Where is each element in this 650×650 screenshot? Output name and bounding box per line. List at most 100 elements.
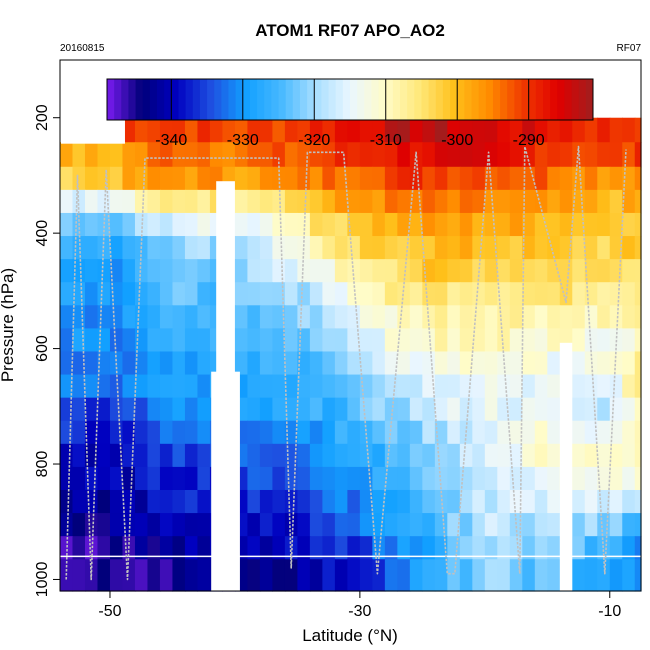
heat-cell bbox=[447, 305, 461, 329]
heat-cell bbox=[572, 466, 586, 491]
heat-cell bbox=[534, 142, 548, 168]
heat-cell bbox=[397, 420, 411, 445]
heat-cell bbox=[584, 212, 598, 237]
heat-cell bbox=[622, 513, 636, 537]
heat-cell bbox=[347, 443, 361, 468]
heat-cell bbox=[572, 328, 586, 353]
heat-cell bbox=[259, 559, 273, 592]
heat-cell bbox=[247, 374, 261, 399]
heat-cell bbox=[609, 236, 623, 260]
heat-cell bbox=[209, 117, 224, 143]
heat-cell bbox=[347, 236, 361, 260]
heat-cell bbox=[522, 513, 536, 537]
heat-cell bbox=[184, 117, 199, 143]
heat-cell bbox=[159, 489, 174, 514]
heat-cell bbox=[359, 559, 373, 592]
heat-cell bbox=[359, 374, 373, 399]
heat-cell bbox=[522, 397, 536, 422]
heat-cell bbox=[609, 513, 623, 537]
heat-cell bbox=[559, 212, 573, 237]
heat-cell bbox=[122, 374, 136, 399]
heat-cell bbox=[572, 536, 586, 560]
heat-cell bbox=[347, 166, 361, 191]
heat-cell bbox=[597, 189, 611, 214]
heat-cell bbox=[84, 282, 99, 306]
heat-cell bbox=[447, 166, 461, 191]
heat-cell bbox=[72, 374, 86, 399]
heat-cell bbox=[72, 513, 86, 537]
heat-cell bbox=[147, 397, 161, 422]
heat-cell bbox=[422, 536, 436, 560]
heat-cell bbox=[60, 142, 74, 168]
heat-cell bbox=[534, 166, 548, 191]
heat-cell bbox=[409, 305, 423, 329]
heat-cell bbox=[384, 513, 398, 537]
heat-cell bbox=[72, 142, 86, 168]
heat-cell bbox=[434, 559, 448, 592]
heat-cell bbox=[484, 189, 498, 214]
heat-cell bbox=[559, 305, 573, 329]
heat-cell bbox=[422, 282, 436, 306]
colorbar-swatch bbox=[550, 79, 558, 120]
colorbar-swatch bbox=[535, 79, 544, 120]
data-gaps bbox=[60, 181, 641, 591]
heat-cell bbox=[434, 513, 448, 537]
heat-cell bbox=[634, 142, 642, 168]
heat-cell bbox=[60, 489, 74, 514]
heat-cell bbox=[159, 466, 174, 491]
heat-cell bbox=[122, 166, 136, 191]
heat-cell bbox=[459, 142, 473, 168]
heat-cell bbox=[72, 443, 86, 468]
heat-cell bbox=[634, 305, 642, 329]
heat-cell bbox=[334, 259, 348, 283]
heat-cell bbox=[272, 536, 286, 560]
heat-cell bbox=[484, 351, 498, 376]
heat-cell bbox=[597, 328, 611, 353]
heat-cell bbox=[184, 236, 199, 260]
heat-cell bbox=[234, 236, 249, 260]
heat-cell bbox=[97, 559, 111, 592]
heat-cell bbox=[159, 282, 174, 306]
heat-cell bbox=[372, 374, 386, 399]
heat-cell bbox=[559, 142, 573, 168]
heat-cell bbox=[309, 189, 323, 214]
heat-cell bbox=[134, 142, 149, 168]
heat-cell bbox=[372, 166, 386, 191]
heat-cell bbox=[484, 236, 498, 260]
heat-cell bbox=[72, 397, 86, 422]
heat-cell bbox=[322, 397, 336, 422]
heat-cell bbox=[297, 443, 311, 468]
heat-cell bbox=[122, 212, 136, 237]
heat-cell bbox=[122, 420, 136, 445]
heat-cell bbox=[634, 328, 642, 353]
heat-cell bbox=[522, 236, 536, 260]
heat-cell bbox=[347, 536, 361, 560]
heat-cell bbox=[522, 489, 536, 514]
heat-cell bbox=[197, 142, 211, 168]
heat-cell bbox=[172, 282, 186, 306]
heat-cell bbox=[247, 536, 261, 560]
heat-cell bbox=[334, 236, 348, 260]
heat-cell bbox=[547, 305, 561, 329]
heat-cell bbox=[534, 351, 548, 376]
heat-cell bbox=[347, 212, 361, 237]
heat-cell bbox=[409, 351, 423, 376]
heat-cell bbox=[259, 236, 273, 260]
heat-cell bbox=[609, 397, 623, 422]
heat-cell bbox=[434, 259, 448, 283]
heat-cell bbox=[359, 513, 373, 537]
heat-cell bbox=[359, 259, 373, 283]
heat-cell bbox=[359, 236, 373, 260]
heat-cell bbox=[509, 513, 523, 537]
heat-cell bbox=[597, 420, 611, 445]
heat-cell bbox=[597, 351, 611, 376]
heat-cell bbox=[159, 536, 174, 560]
heat-cell bbox=[409, 236, 423, 260]
heat-cell bbox=[309, 328, 323, 353]
heat-cell bbox=[122, 443, 136, 468]
heat-cell bbox=[509, 397, 523, 422]
heat-cell bbox=[247, 166, 261, 191]
heat-cell bbox=[259, 259, 273, 283]
heat-cell bbox=[197, 117, 211, 143]
heat-cell bbox=[159, 166, 174, 191]
